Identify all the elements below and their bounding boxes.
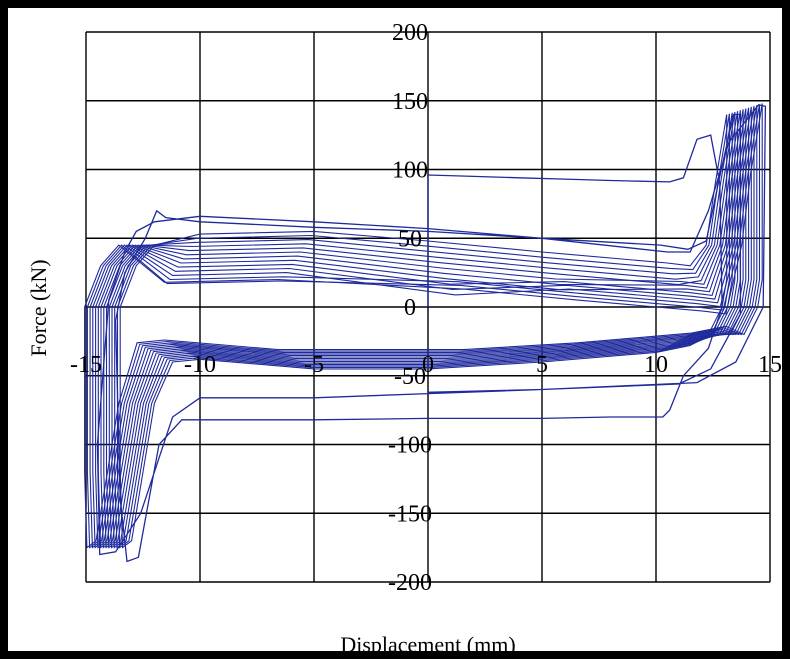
hysteresis-loop <box>86 104 761 549</box>
x-tick-label: -5 <box>304 352 324 378</box>
x-tick-label: -15 <box>70 352 102 378</box>
y-axis-title: Force (kN) <box>26 259 51 356</box>
hysteresis-loop <box>92 105 755 549</box>
y-tick-label: 0 <box>404 295 416 321</box>
hysteresis-loop <box>108 111 739 549</box>
x-axis-title: Displacement (mm) <box>340 632 515 657</box>
envelope-curve <box>96 104 767 563</box>
hysteresis-loop <box>84 103 763 549</box>
x-tick-label: 0 <box>422 352 434 378</box>
hysteresis-loop <box>105 110 741 549</box>
x-tick-label: -10 <box>184 352 216 378</box>
hysteresis-loop <box>89 105 758 549</box>
x-tick-label: 5 <box>536 352 548 378</box>
y-tick-label: -100 <box>388 433 432 459</box>
y-tick-label: -50 <box>394 364 426 390</box>
grid <box>85 31 771 583</box>
hysteresis-curves <box>84 103 767 563</box>
hysteresis-loop <box>100 108 747 549</box>
x-tick-label: 15 <box>758 352 782 378</box>
hysteresis-loop <box>103 109 744 549</box>
x-axis-ticks: -15 -10 -5 0 5 10 15 <box>70 352 782 378</box>
hysteresis-loop <box>111 111 736 549</box>
y-tick-label: 150 <box>392 89 428 115</box>
y-tick-label: -200 <box>388 570 432 596</box>
y-tick-label: -150 <box>388 501 432 527</box>
hysteresis-loop <box>116 113 730 549</box>
x-tick-label: 10 <box>644 352 668 378</box>
y-tick-label: 200 <box>392 20 428 46</box>
hysteresis-loop <box>97 107 750 549</box>
hysteresis-loop <box>95 106 752 549</box>
y-tick-label: 100 <box>392 158 428 184</box>
y-tick-label: 50 <box>398 226 422 252</box>
